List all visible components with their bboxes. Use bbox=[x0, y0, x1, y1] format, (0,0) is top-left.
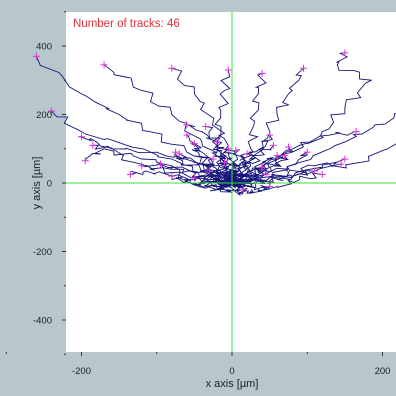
track-endpoint-marker bbox=[33, 53, 40, 60]
y-tick-label: 0 bbox=[47, 179, 52, 190]
tracks-count-annotation: Number of tracks: 46 bbox=[73, 18, 180, 30]
y-tick-label: -200 bbox=[33, 247, 52, 258]
y-tick-label: 400 bbox=[36, 42, 52, 53]
x-axis-label: x axis [µm] bbox=[206, 378, 259, 390]
x-tick-label: -200 bbox=[72, 366, 91, 377]
y-tick-label: 200 bbox=[36, 110, 52, 121]
x-tick-label: 200 bbox=[375, 366, 391, 377]
x-tick-label: 0 bbox=[229, 366, 234, 377]
y-axis-label: y axis [µm] bbox=[31, 157, 43, 210]
y-tick-label: -400 bbox=[33, 316, 52, 327]
